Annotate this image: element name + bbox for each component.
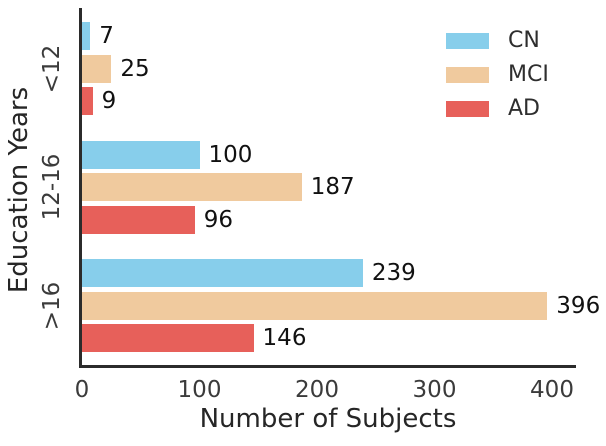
bar-ad-0 — [82, 87, 93, 115]
bar-mci-2 — [82, 291, 548, 320]
x-tick-label: 100 — [177, 377, 222, 403]
legend-item-cn: CN — [446, 28, 549, 53]
x-tick-label: 0 — [74, 377, 90, 403]
bar-cn-2 — [82, 259, 363, 287]
legend-swatch-mci — [446, 67, 489, 83]
legend-item-mci: MCI — [446, 62, 549, 87]
x-tick-label: 200 — [295, 377, 339, 403]
bar-mci-0 — [82, 54, 112, 83]
bar-cn-1 — [82, 140, 200, 169]
y-axis-spine — [79, 8, 82, 368]
legend: CN MCI AD — [446, 28, 549, 121]
bar-value-label: 239 — [371, 260, 416, 286]
x-axis-spine — [79, 365, 576, 368]
bar-value-label: 146 — [262, 325, 307, 351]
x-tick-label: 300 — [412, 377, 457, 403]
y-axis-title: Education Years — [4, 86, 34, 294]
bar-cn-0 — [82, 22, 91, 50]
y-tick-label: <12 — [39, 44, 65, 93]
legend-label-ad: AD — [508, 96, 540, 121]
bar-mci-1 — [82, 173, 302, 201]
bar-value-label: 96 — [203, 206, 234, 233]
legend-label-mci: MCI — [508, 62, 549, 87]
bar-value-label: 25 — [120, 55, 150, 82]
y-tick-label: 12-16 — [39, 153, 65, 221]
legend-item-ad: AD — [446, 96, 549, 121]
bar-value-label: 7 — [99, 23, 114, 49]
legend-swatch-ad — [446, 101, 489, 117]
x-axis-title: Number of Subjects — [199, 404, 457, 434]
legend-label-cn: CN — [508, 28, 540, 53]
x-tick-label: 400 — [530, 377, 574, 403]
bar-value-label: 9 — [101, 88, 117, 114]
y-tick-label: >16 — [39, 281, 65, 330]
bar-value-label: 396 — [556, 292, 601, 319]
bar-value-label: 187 — [310, 174, 355, 200]
bar-value-label: 100 — [208, 141, 253, 168]
legend-swatch-cn — [446, 33, 489, 49]
bar-ad-1 — [82, 205, 195, 234]
bar-ad-2 — [82, 324, 254, 352]
